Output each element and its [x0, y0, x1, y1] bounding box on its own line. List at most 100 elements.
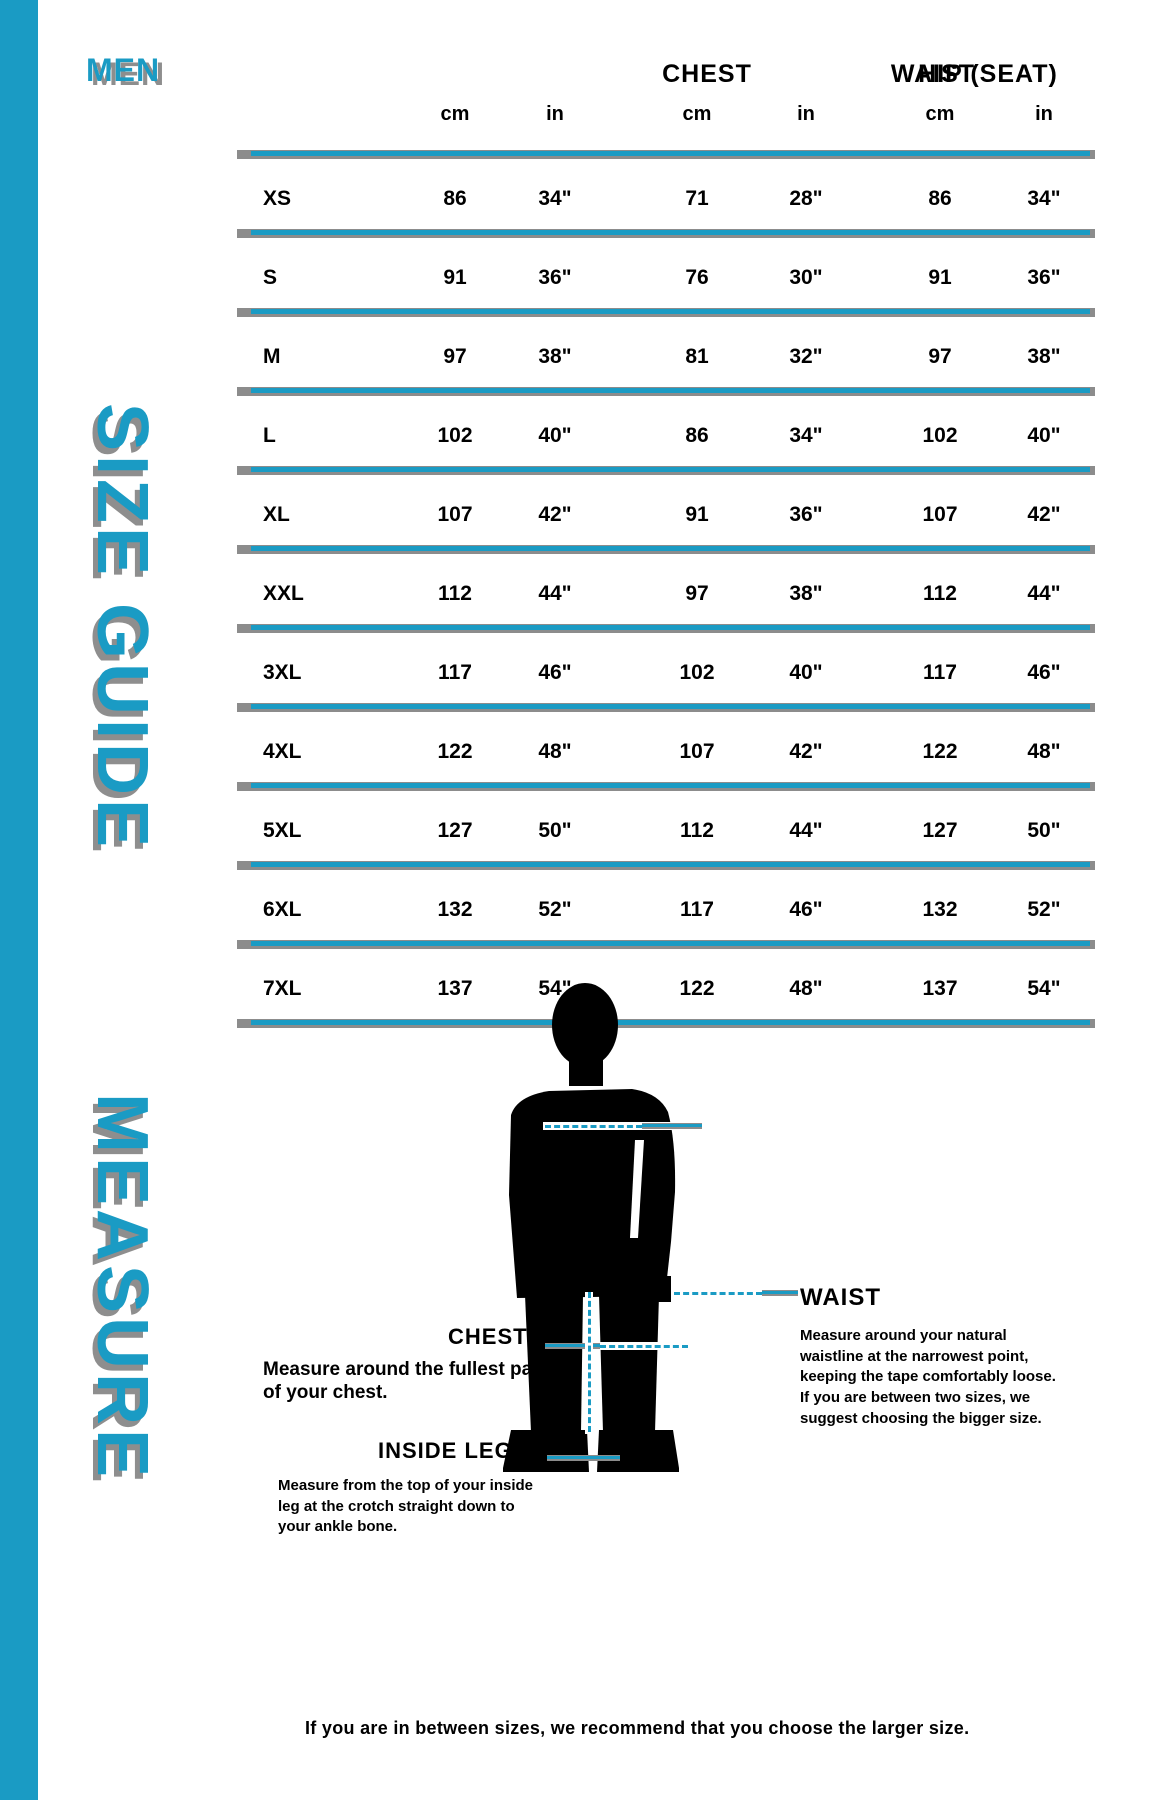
value-cell: 42": [789, 739, 823, 763]
footnote-text: If you are in between sizes, we recommen…: [305, 1718, 970, 1738]
unit-header-hip-cm: cm: [925, 103, 955, 125]
value-cell: 40": [1027, 423, 1061, 447]
chest-level-dashed-line: [545, 1125, 642, 1128]
insideleg-callout-text: Measure from the top of your inside leg …: [278, 1477, 534, 1536]
column-header-chest: CHEST: [662, 60, 752, 88]
brand-color-bar: [0, 0, 38, 1800]
table-divider: [237, 1019, 1095, 1028]
table-row: 4XL 122 48" 107 42" 122 48": [237, 712, 1095, 791]
value-cell: 117: [680, 897, 714, 921]
value-cell: 132: [922, 897, 958, 921]
value-cell: 52": [1027, 897, 1061, 921]
table-divider: [237, 229, 1095, 238]
value-cell: 112: [438, 581, 472, 605]
unit-header-waist-in: in: [797, 103, 815, 125]
waist-dashed-line: [674, 1292, 762, 1295]
value-cell: 71: [685, 186, 709, 210]
value-cell: 46": [538, 660, 572, 684]
table-row: M 97 38" 81 32" 97 38": [237, 317, 1095, 396]
value-cell: 107: [922, 502, 958, 526]
table-divider: [237, 545, 1095, 554]
value-cell: 54": [1027, 976, 1061, 1000]
waist-solid-line: [762, 1290, 798, 1296]
value-cell: 30": [789, 265, 823, 289]
value-cell: 122: [922, 739, 958, 763]
size-table-body: XS 86 34" 71 28" 86 34" S 91 36" 76 30" 91 36" M 97 38" 8…: [237, 150, 1095, 1030]
column-header-hip: HIP (SEAT): [918, 60, 1058, 88]
value-cell: 122: [679, 976, 715, 1000]
value-cell: 127: [922, 818, 958, 842]
value-cell: 34": [1027, 186, 1061, 210]
table-divider: [237, 308, 1095, 317]
size-cell: 3XL: [263, 660, 302, 684]
value-cell: 46": [789, 897, 823, 921]
value-cell: 28": [789, 186, 823, 210]
table-divider: [237, 150, 1095, 159]
table-row: 6XL 132 52" 117 46" 132 52": [237, 870, 1095, 949]
unit-header-waist-cm: cm: [682, 103, 712, 125]
value-cell: 91: [685, 502, 709, 526]
value-cell: 76: [685, 265, 709, 289]
size-cell: L: [263, 423, 276, 447]
value-cell: 38": [789, 581, 823, 605]
waist-callout-text: Measure around your natural waistline at…: [800, 1327, 1056, 1427]
table-row: XL 107 42" 91 36" 107 42": [237, 475, 1095, 554]
value-cell: 91: [443, 265, 467, 289]
value-cell: 132: [437, 897, 473, 921]
insideleg-dashed-line: [588, 1292, 591, 1432]
insideleg-solid-line: [547, 1455, 620, 1461]
chest-callout-label: CHEST: [448, 1324, 528, 1349]
value-cell: 46": [1027, 660, 1061, 684]
value-cell: 127: [437, 818, 473, 842]
size-table: CHEST WAIST HIP (SEAT) cm in cm in cm in…: [237, 0, 1095, 1030]
table-divider: [237, 861, 1095, 870]
size-cell: 6XL: [263, 897, 302, 921]
value-cell: 102: [679, 660, 715, 684]
value-cell: 117: [438, 660, 472, 684]
value-cell: 44": [1027, 581, 1061, 605]
person-silhouette-figure: [487, 980, 717, 1480]
value-cell: 34": [538, 186, 572, 210]
value-cell: 44": [789, 818, 823, 842]
value-cell: 86: [443, 186, 467, 210]
person-silhouette-svg: [503, 983, 679, 1472]
chest-level-solid-line: [642, 1123, 702, 1129]
measure-title: MEASURE: [82, 1093, 162, 1482]
size-cell: 7XL: [263, 976, 302, 1000]
value-cell: 86: [928, 186, 952, 210]
value-cell: 42": [1027, 502, 1061, 526]
chest-callout-solid-line: [545, 1343, 600, 1349]
table-divider: [237, 466, 1095, 475]
value-cell: 86: [685, 423, 709, 447]
chest-callout-text: Measure around the fullest part of your …: [263, 1359, 546, 1404]
insideleg-callout-label: INSIDE LEG: [378, 1438, 513, 1463]
value-cell: 42": [538, 502, 572, 526]
category-label: MEN: [86, 52, 161, 88]
table-row: L 102 40" 86 34" 102 40": [237, 396, 1095, 475]
value-cell: 40": [789, 660, 823, 684]
value-cell: 97: [685, 581, 709, 605]
chest-callout-dashed-line: [600, 1345, 688, 1348]
size-cell: XL: [263, 502, 290, 526]
value-cell: 112: [680, 818, 714, 842]
unit-header-chest-in: in: [546, 103, 564, 125]
value-cell: 107: [679, 739, 715, 763]
value-cell: 36": [538, 265, 572, 289]
table-divider: [237, 624, 1095, 633]
value-cell: 50": [538, 818, 572, 842]
value-cell: 38": [1027, 344, 1061, 368]
value-cell: 52": [538, 897, 572, 921]
value-cell: 44": [538, 581, 572, 605]
table-divider: [237, 703, 1095, 712]
column-header-waist: WAIST: [890, 60, 976, 88]
value-cell: 36": [789, 502, 823, 526]
value-cell: 38": [538, 344, 572, 368]
value-cell: 137: [437, 976, 473, 1000]
value-cell: 122: [437, 739, 473, 763]
size-cell: S: [263, 265, 278, 289]
value-cell: 32": [789, 344, 823, 368]
value-cell: 112: [923, 581, 957, 605]
value-cell: 40": [538, 423, 572, 447]
value-cell: 102: [922, 423, 958, 447]
size-cell: XXL: [263, 581, 304, 605]
